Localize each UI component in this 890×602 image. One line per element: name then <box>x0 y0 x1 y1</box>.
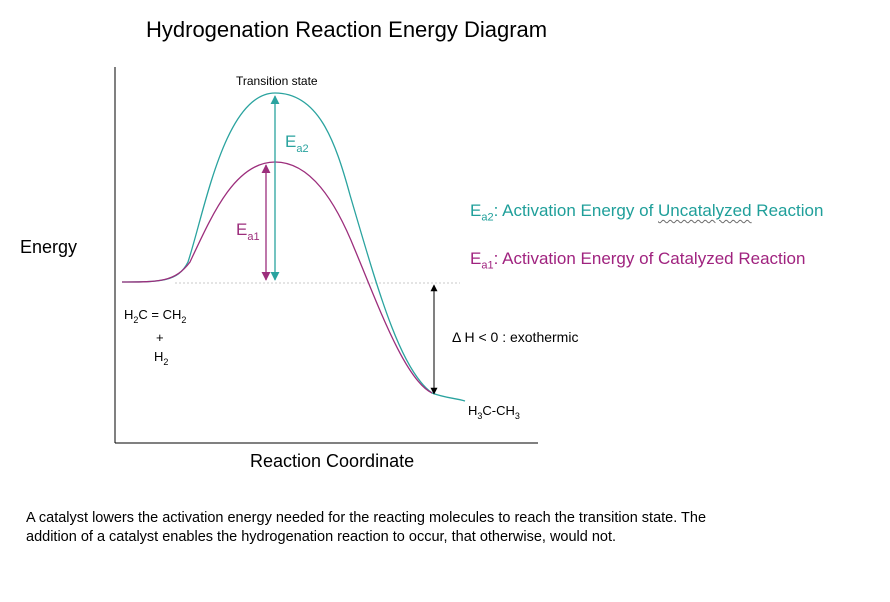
legend-uncatalyzed-symbol: E <box>470 201 482 220</box>
legend-uncatalyzed: Ea2: Activation Energy of Uncatalyzed Re… <box>470 201 823 223</box>
ea1-label: Ea1 <box>236 220 260 243</box>
legend-uncatalyzed-wavy-word: Uncatalyzed <box>658 201 752 220</box>
transition-state-label: Transition state <box>236 74 318 88</box>
legend-uncatalyzed-subscript: a2 <box>481 211 494 224</box>
y-axis-label: Energy <box>20 237 77 257</box>
catalyzed-curve <box>121 161 433 394</box>
delta-h-label: Δ H < 0 : exothermic <box>452 329 578 345</box>
reactant-ethene-label: H2C = CH2 <box>124 307 186 325</box>
legend-uncatalyzed-prefix: : Activation Energy of <box>493 201 659 220</box>
x-axis-label: Reaction Coordinate <box>250 451 414 471</box>
uncatalyzed-curve <box>121 92 466 402</box>
legend-catalyzed-symbol: E <box>470 249 482 268</box>
caption-text: A catalyst lowers the activation energy … <box>26 510 707 545</box>
legend-catalyzed-text: : Activation Energy of Catalyzed Reactio… <box>493 249 806 268</box>
reactant-plus-label: + <box>156 330 164 345</box>
legend-uncatalyzed-suffix: Reaction <box>751 201 824 220</box>
product-ethane-label: H3C-CH3 <box>468 403 520 421</box>
diagram-title: Hydrogenation Reaction Energy Diagram <box>146 17 548 42</box>
legend-catalyzed-subscript: a1 <box>481 259 494 272</box>
legend-catalyzed: Ea1: Activation Energy of Catalyzed Reac… <box>470 249 805 271</box>
ea2-label: Ea2 <box>285 132 309 155</box>
reactant-hydrogen-label: H2 <box>154 349 168 367</box>
